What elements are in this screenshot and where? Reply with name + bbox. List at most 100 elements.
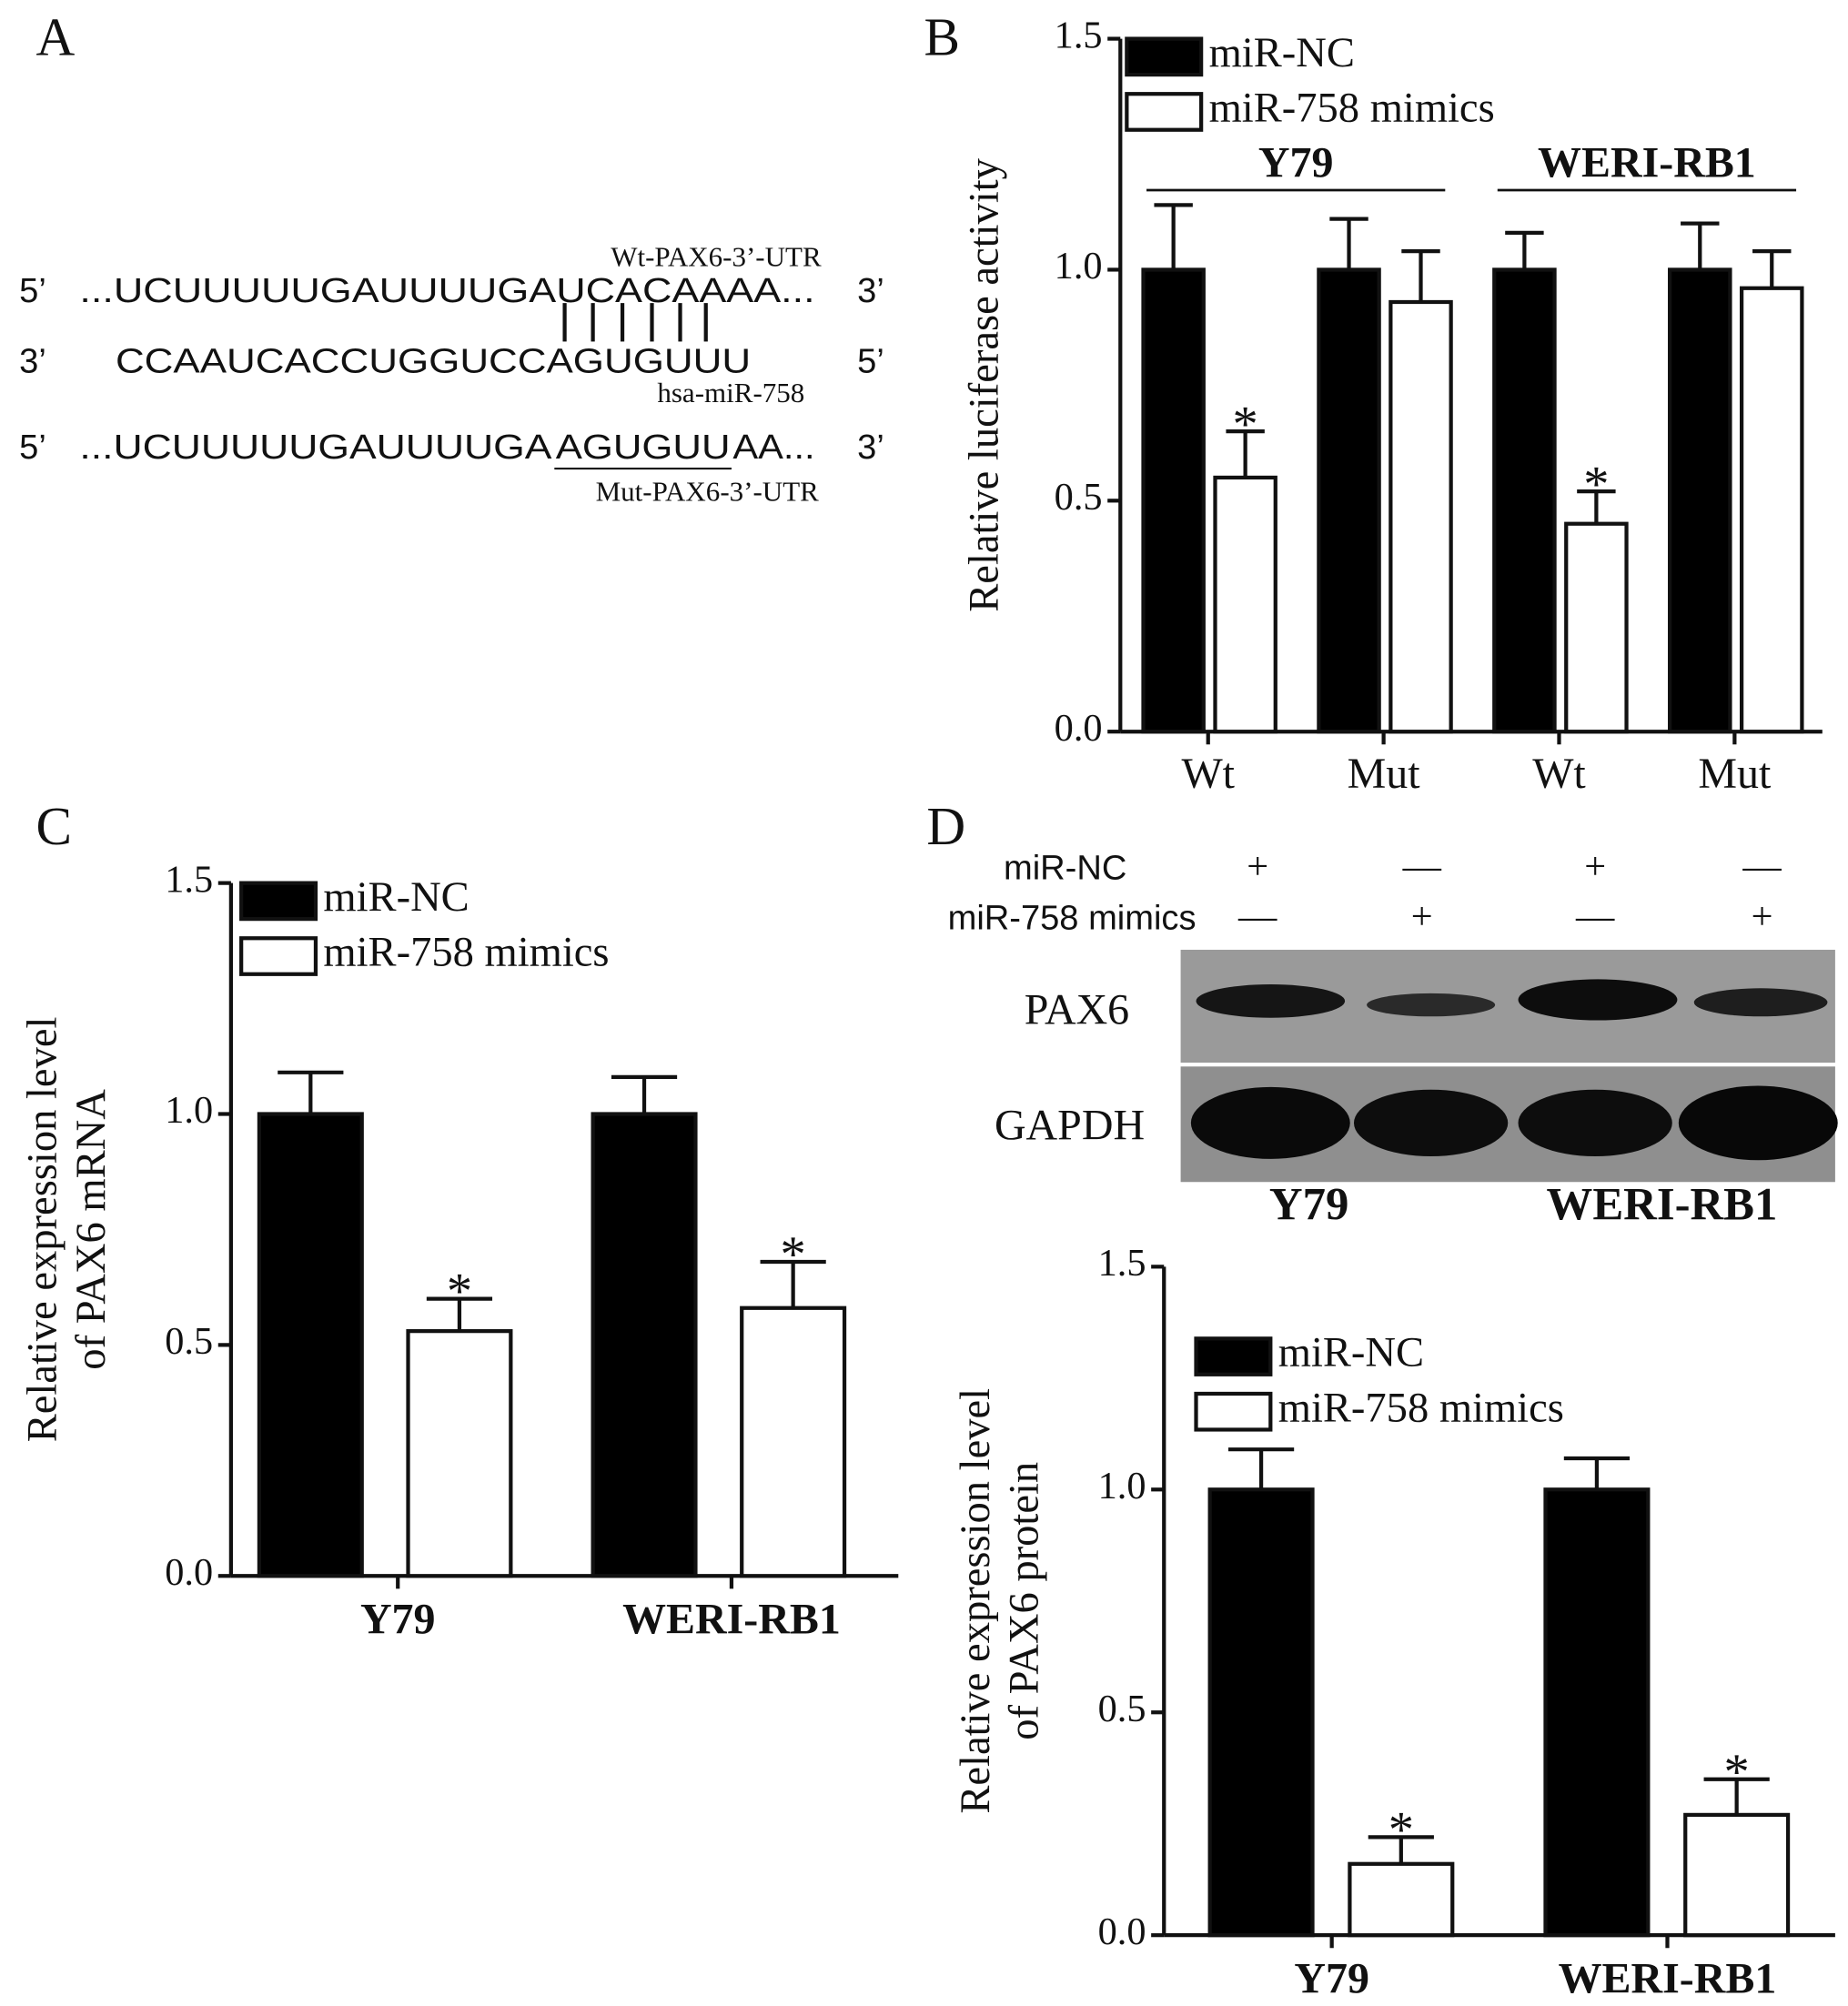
mut-label: Mut-PAX6-3’-UTR [596,475,820,507]
y-tick-label: 1.0 [1055,245,1103,287]
strand-end: 3’ [857,428,884,467]
treatment-sign: + [1584,845,1606,888]
y-tick-label: 1.5 [1055,14,1103,56]
blot-group-label: Y79 [1269,1179,1348,1230]
bar [1389,299,1453,734]
y-tick-label: 0.5 [165,1320,213,1363]
bar [740,1305,847,1578]
x-tick-label: WERI-RB1 [622,1595,841,1643]
legend-swatch [239,881,318,922]
strand-end: 5’ [19,272,46,310]
blot-group-label: WERI-RB1 [1547,1179,1778,1230]
x-tick-label: Mut [1698,750,1772,798]
band [1196,984,1346,1018]
y-axis-label: of PAX6 protein [1001,1462,1047,1740]
legend-swatch [239,936,318,976]
band-label: GAPDH [995,1101,1145,1149]
treatment-sign: + [1247,845,1268,888]
strand-end: 5’ [857,342,884,380]
base-pairing [562,303,708,342]
treatment-label: miR-NC [1004,850,1126,888]
bar [1317,267,1381,734]
bar [406,1329,513,1578]
strand-end: 3’ [857,272,884,310]
group-label: Y79 [1258,139,1334,187]
sequence: AA... [732,428,814,467]
legend-label: miR-758 mimics [1209,86,1495,132]
x-tick-label: Wt [1181,750,1235,798]
y-tick-label: 0.5 [1098,1688,1146,1730]
legend-label: miR-NC [1278,1330,1424,1376]
legend-swatch [1194,1336,1273,1376]
bar [1739,286,1804,734]
bar [1207,1487,1315,1938]
mirna-label: hsa-miR-758 [657,377,804,408]
x-tick-label: Wt [1532,750,1586,798]
bar [257,1112,364,1578]
bar [1564,521,1629,734]
y-tick-label: 0.5 [1055,476,1103,519]
bar [1683,1812,1791,1938]
wt-label: Wt-PAX6-3’-UTR [611,240,822,272]
y-axis-label: Relative expression level [953,1388,999,1814]
band [1678,1085,1838,1161]
sequence-mutated: AGUGUU [556,428,731,467]
bar [1543,1487,1651,1938]
band [1190,1086,1350,1159]
significance-marker: * [781,1226,806,1283]
bar [1213,475,1277,734]
significance-marker: * [447,1264,472,1320]
significance-marker: * [1233,396,1258,452]
legend-label: miR-758 mimics [1278,1385,1564,1431]
treatment-sign: — [1402,845,1442,888]
significance-marker: * [1724,1744,1750,1800]
sequence: CCAAUCACCUGGUCCAGUGUUU [116,342,751,380]
legend-label: miR-758 mimics [323,930,609,976]
legend-swatch [1194,1391,1273,1432]
band [1693,988,1828,1017]
legend-swatch [1125,36,1204,77]
significance-marker: * [1583,456,1609,512]
band [1518,979,1678,1021]
significance-marker: * [1389,1802,1414,1859]
western-blot-image [1180,949,1838,1183]
treatment-label: miR-758 mimics [948,900,1197,938]
panel-label: A [35,6,75,66]
treatment-sign: — [1575,895,1615,938]
sequence: ...UCUUUUUGAUUUUGA [79,428,552,467]
y-tick-label: 0.0 [1098,1910,1146,1953]
y-axis-label: Relative luciferase activity [962,157,1008,611]
treatment-sign: — [1237,895,1277,938]
treatment-sign: — [1742,845,1782,888]
panel-label: C [35,796,71,856]
y-tick-label: 0.0 [1055,707,1103,750]
y-axis-label: Relative expression level [19,1017,66,1443]
treatment-sign: + [1411,895,1433,938]
x-tick-label: WERI-RB1 [1559,1954,1777,2002]
band [1518,1089,1672,1157]
legend-swatch [1125,92,1204,132]
y-axis-label: of PAX6 mRNA [68,1089,115,1370]
bar [1348,1861,1455,1938]
y-tick-label: 1.0 [1098,1465,1146,1507]
group-label: WERI-RB1 [1538,139,1756,187]
bar [1668,267,1732,734]
panel-label: D [926,796,965,856]
bar [591,1112,698,1578]
band-label: PAX6 [1025,985,1129,1033]
bar [1141,267,1206,734]
bar [1492,267,1557,734]
panel-label: B [924,6,960,66]
x-tick-label: Y79 [1294,1954,1369,2002]
x-tick-label: Mut [1348,750,1421,798]
y-tick-label: 0.0 [165,1551,213,1594]
band [1353,1089,1509,1157]
x-tick-label: Y79 [360,1595,436,1643]
legend-label: miR-NC [1209,30,1355,76]
treatment-sign: + [1752,895,1773,938]
band [1367,993,1496,1017]
strand-end: 5’ [19,428,46,467]
strand-end: 3’ [19,342,46,380]
legend-label: miR-NC [323,874,469,921]
